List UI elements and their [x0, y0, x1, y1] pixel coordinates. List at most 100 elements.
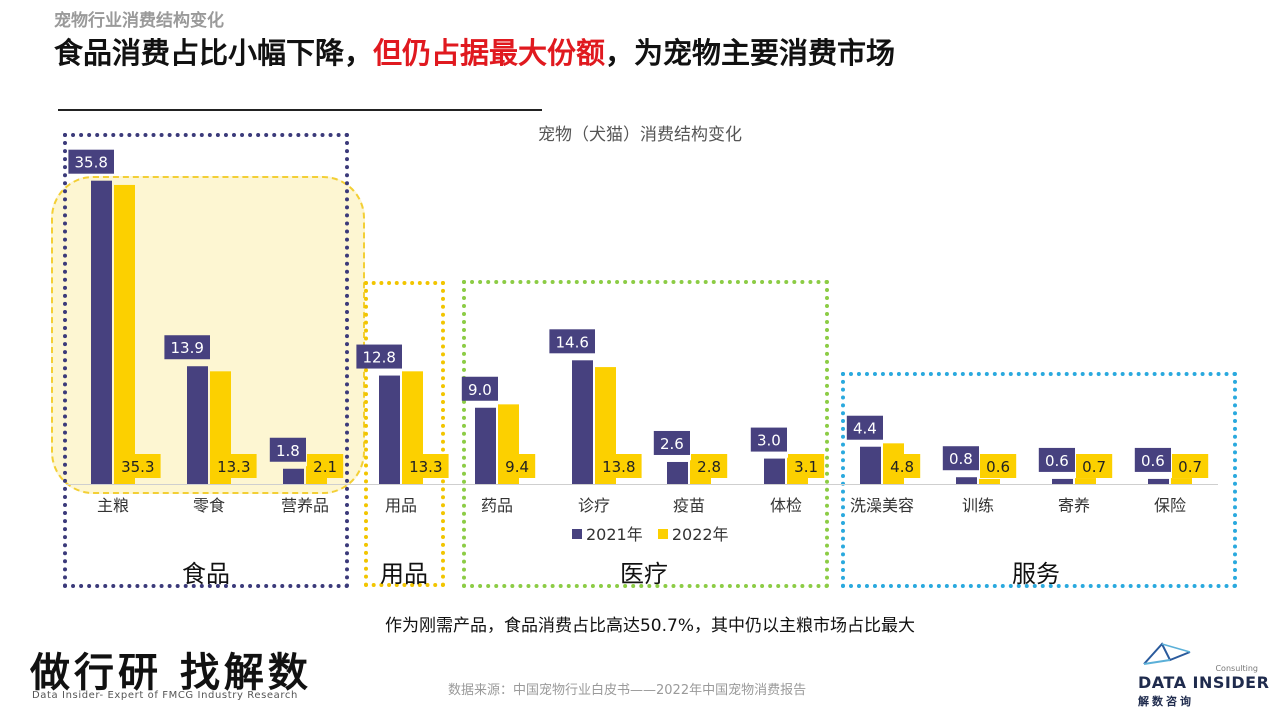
group-label-food: 食品 — [182, 560, 230, 588]
legend-item-2022: 2022年 — [657, 525, 729, 544]
data-label-2021-4: 9.0 — [468, 381, 492, 399]
data-label-box-2021-9 — [942, 446, 979, 471]
legend-item-2021: 2021年 — [572, 525, 643, 544]
legend-label-2021: 2021年 — [586, 525, 643, 544]
data-label-2021-0: 35.8 — [74, 154, 107, 172]
bar-2021-1 — [187, 366, 208, 484]
data-label-box-2022-5 — [596, 454, 642, 478]
bar-2021-7 — [764, 458, 785, 484]
group-box-supplies — [364, 281, 445, 587]
bar-2021-9 — [956, 477, 977, 484]
data-label-box-2022-2 — [307, 454, 344, 478]
data-label-box-2021-8 — [846, 415, 883, 440]
chart-title: 宠物（犬猫）消费结构变化 — [538, 125, 742, 145]
logo-brand-cn: 解数咨询 — [1138, 695, 1194, 708]
bar-2021-10 — [1052, 478, 1073, 484]
data-label-box-2022-10 — [1076, 454, 1113, 478]
group-label-supplies: 用品 — [380, 560, 428, 588]
bar-2022-9 — [979, 478, 1000, 484]
data-label-box-2022-4 — [499, 454, 536, 478]
summary-note: 作为刚需产品，食品消费占比高达50.7%，其中仍以主粮市场占比最大 — [384, 616, 915, 636]
data-label-2021-8: 4.4 — [853, 420, 877, 438]
logo-consulting: Consulting — [1215, 664, 1258, 673]
data-label-2022-4: 9.4 — [505, 458, 529, 476]
data-label-2022-9: 0.6 — [986, 458, 1010, 476]
tick-label-4: 药品 — [481, 496, 513, 515]
data-label-2022-3: 13.3 — [409, 458, 442, 476]
data-label-2021-10: 0.6 — [1045, 452, 1069, 470]
headline-part1: 食品消费占比小幅下降， — [54, 36, 374, 70]
tick-label-6: 疫苗 — [673, 496, 705, 515]
bar-2021-11 — [1148, 478, 1169, 484]
chart-legend: 2021年 2022年 — [572, 521, 739, 545]
data-label-2022-0: 35.3 — [121, 458, 154, 476]
data-label-box-2021-6 — [653, 430, 690, 455]
bar-2022-11 — [1171, 478, 1192, 484]
bar-2021-0 — [91, 180, 112, 484]
data-label-box-2022-1 — [211, 454, 257, 478]
breadcrumb: 宠物行业消费结构变化 — [54, 11, 224, 31]
bar-2021-6 — [667, 461, 688, 484]
data-label-2022-5: 13.8 — [602, 458, 635, 476]
tick-label-3: 用品 — [385, 496, 417, 515]
bar-2021-8 — [860, 446, 881, 484]
tick-label-7: 体检 — [770, 496, 802, 515]
data-label-2021-7: 3.0 — [757, 432, 781, 450]
data-label-box-2022-7 — [788, 454, 825, 478]
data-label-2021-9: 0.8 — [949, 450, 973, 468]
data-label-box-2021-3 — [356, 344, 402, 369]
tick-label-10: 寄养 — [1058, 496, 1090, 515]
data-label-box-2021-2 — [269, 437, 306, 462]
data-label-box-2021-10 — [1038, 447, 1075, 472]
data-label-2022-1: 13.3 — [217, 458, 250, 476]
data-label-box-2021-5 — [549, 329, 595, 354]
tick-label-8: 洗澡美容 — [850, 496, 914, 515]
brand-logo: Consulting DATA INSIDER 解数咨询 — [1138, 638, 1269, 708]
tick-label-2: 营养品 — [281, 496, 329, 515]
tick-label-1: 零食 — [193, 496, 225, 515]
tick-label-5: 诊疗 — [578, 496, 610, 515]
slogan-subtitle: Data Insider- Expert of FMCG Industry Re… — [32, 690, 298, 701]
headline-part2: ，为宠物主要消费市场 — [605, 36, 896, 70]
data-source: 数据来源：中国宠物行业白皮书——2022年中国宠物消费报告 — [448, 683, 807, 698]
group-label-medical: 医疗 — [620, 560, 668, 588]
bar-2022-10 — [1075, 478, 1096, 484]
page-title: 食品消费占比小幅下降，但仍占据最大份额，为宠物主要消费市场 — [54, 30, 895, 72]
bar-2021-2 — [283, 468, 304, 484]
data-label-2022-10: 0.7 — [1082, 458, 1106, 476]
data-label-box-2021-7 — [750, 427, 787, 452]
data-label-2021-3: 12.8 — [362, 349, 395, 367]
data-label-box-2021-11 — [1134, 447, 1171, 472]
group-label-service: 服务 — [1012, 560, 1060, 588]
logo-brand: DATA INSIDER — [1138, 673, 1270, 692]
data-label-box-2022-3 — [403, 454, 449, 478]
slogan: 做行研 找解数 — [30, 650, 312, 696]
data-label-2022-8: 4.8 — [890, 458, 914, 476]
bar-2022-0 — [114, 184, 135, 485]
bar-2021-4 — [475, 407, 496, 484]
bar-2021-3 — [379, 375, 400, 484]
legend-label-2022: 2022年 — [671, 525, 729, 544]
tick-label-9: 训练 — [962, 496, 994, 515]
headline-highlight: 但仍占据最大份额 — [373, 36, 606, 70]
data-label-2022-11: 0.7 — [1178, 458, 1202, 476]
title-underline — [58, 109, 542, 111]
data-label-box-2022-8 — [884, 454, 921, 478]
data-label-box-2022-9 — [980, 454, 1017, 478]
data-label-box-2021-4 — [461, 376, 498, 401]
tick-label-0: 主粮 — [97, 496, 129, 515]
data-label-2021-11: 0.6 — [1141, 452, 1165, 470]
tick-label-11: 保险 — [1154, 496, 1186, 515]
data-label-box-2021-0 — [68, 149, 114, 174]
data-label-2021-6: 2.6 — [660, 435, 684, 453]
data-label-2022-2: 2.1 — [313, 458, 337, 476]
data-label-2021-5: 14.6 — [555, 333, 588, 351]
triangle-logo-icon — [1143, 642, 1191, 665]
legend-swatch-2022 — [657, 529, 668, 539]
data-label-box-2022-6 — [691, 454, 728, 478]
legend-swatch-2021 — [572, 529, 582, 539]
data-label-box-2022-0 — [115, 454, 161, 478]
data-label-box-2021-1 — [164, 335, 210, 360]
group-box-service — [841, 372, 1237, 588]
data-label-box-2022-11 — [1172, 454, 1209, 478]
